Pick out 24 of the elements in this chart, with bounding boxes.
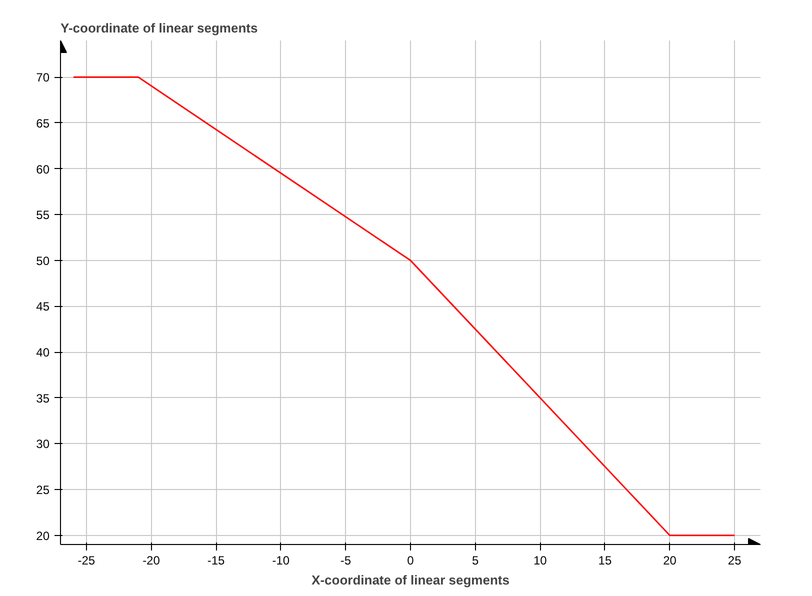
x-tick-label: -25 <box>78 554 96 568</box>
x-tick-label: -5 <box>340 554 352 568</box>
x-tick-label: 15 <box>598 554 612 568</box>
x-tick-label: -10 <box>272 554 290 568</box>
x-tick-label: 5 <box>472 554 479 568</box>
x-tick-label: -20 <box>142 554 160 568</box>
x-tick-label: 20 <box>663 554 677 568</box>
y-tick-label: 55 <box>36 208 50 222</box>
y-tick-label: 20 <box>36 528 50 543</box>
y-tick-label: 25 <box>36 483 50 498</box>
y-tick-label: 45 <box>36 300 50 314</box>
x-tick-label: 25 <box>728 554 742 568</box>
y-axis-title: Y-coordinate of linear segments <box>60 20 258 36</box>
y-tick-label: 50 <box>36 254 50 268</box>
y-tick-label: 70 <box>36 70 50 85</box>
x-tick-label: 0 <box>407 554 414 568</box>
y-tick-label: 30 <box>36 437 50 452</box>
y-tick-label: 35 <box>36 391 50 406</box>
x-tick-label: -15 <box>207 554 226 568</box>
x-axis-title: X-coordinate of linear segments <box>312 572 510 588</box>
y-tick-label: 40 <box>36 346 50 360</box>
y-tick-label: 60 <box>36 162 50 176</box>
y-tick-label: 65 <box>36 116 50 130</box>
x-tick-label: 10 <box>533 554 548 568</box>
